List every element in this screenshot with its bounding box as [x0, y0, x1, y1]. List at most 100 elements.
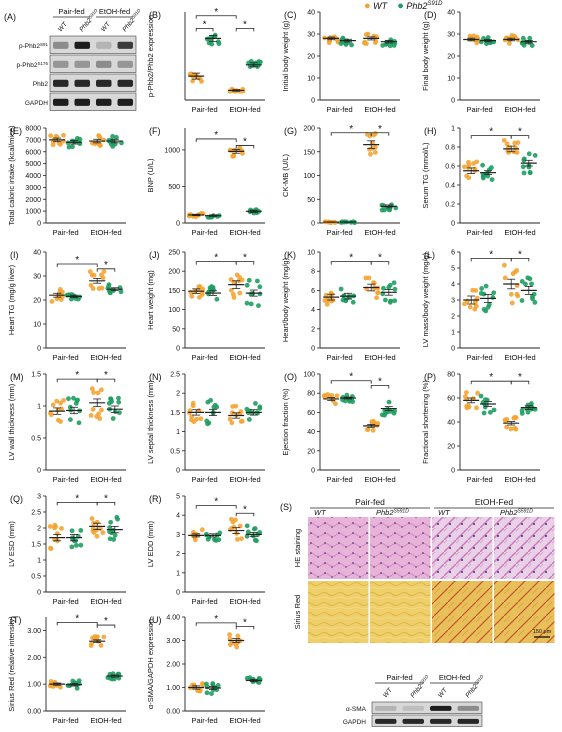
data-point [78, 528, 84, 533]
data-point [254, 538, 259, 544]
data-point [229, 420, 235, 426]
data-point [215, 39, 221, 45]
data-point [532, 152, 538, 158]
y-tick-label: 2 [451, 314, 455, 321]
data-point [89, 272, 95, 278]
data-point [230, 291, 236, 297]
histo-image [432, 581, 493, 643]
data-point [257, 405, 263, 411]
data-point [475, 390, 480, 396]
x-category-label: Pair-fed [191, 716, 217, 725]
y-tick-label: 0.00 [27, 709, 41, 716]
y-tick-label: 4 [451, 282, 455, 289]
significance-bracket [195, 27, 214, 32]
blot-band [74, 79, 90, 87]
data-point [204, 36, 210, 42]
data-point [237, 523, 243, 529]
blot-group-label: EtOH-fed [439, 673, 470, 682]
x-category-label: Pair-fed [52, 716, 78, 725]
data-point [532, 300, 538, 305]
data-point [322, 394, 327, 399]
blot-strip [371, 701, 483, 714]
significance-bracket [235, 145, 255, 149]
panel-label: (C) [284, 10, 297, 20]
data-point [89, 386, 95, 392]
chart-J: (J) 0 50 100 150 200 250 Heart weight (mg) Pair-… [146, 250, 265, 362]
data-point [52, 525, 57, 531]
data-point [369, 419, 375, 425]
data-point [481, 291, 487, 297]
data-point [482, 397, 488, 402]
significance-star: * [489, 127, 493, 138]
data-point [253, 401, 258, 406]
y-tick-label: 30 [447, 32, 455, 39]
chart-U: (U) 0.00 1.00 2.00 3.00 4.00 α-SMA/GAPDH expre… [146, 614, 265, 725]
significance-bracket [195, 138, 237, 142]
x-category-label: EtOH-fed [229, 105, 260, 114]
data-point [65, 140, 71, 146]
blot-band [74, 41, 90, 49]
x-category-label: EtOH-fed [364, 105, 395, 114]
panel-label: (H) [424, 126, 437, 136]
data-point [379, 412, 385, 418]
data-point [234, 536, 240, 542]
y-tick-label: 5 [451, 266, 455, 273]
y-tick-label: 60 [307, 410, 315, 417]
data-point [94, 634, 100, 640]
data-point [206, 420, 212, 426]
x-category-label: EtOH-fed [504, 105, 535, 114]
y-tick-label: 2 [37, 526, 41, 533]
data-point [521, 157, 527, 163]
data-point [95, 390, 101, 396]
data-point [94, 533, 100, 539]
data-point [367, 133, 373, 139]
chart-E: (E) 0 1000 2000 3000 4000 5000 6000 7000 8000 Tota… [7, 125, 126, 237]
y-axis-label: p-Phb2/Phb2 expression [146, 15, 155, 97]
significance-bracket [330, 380, 372, 384]
data-point [371, 280, 377, 286]
y-axis-label: CK-MB (U/L) [281, 154, 290, 197]
y-tick-label: 100 [303, 173, 315, 180]
significance-star: * [378, 124, 382, 135]
blot-lane-label: WT [57, 20, 70, 33]
y-tick-label: 60 [447, 396, 455, 403]
y-axis-label: Heart/body weight (mg/g) [281, 257, 290, 342]
y-tick-label: 250 [168, 250, 180, 257]
panel-label: (P) [424, 372, 436, 382]
y-tick-label: 40 [447, 10, 455, 17]
data-point [204, 531, 209, 537]
data-point [53, 133, 59, 139]
blot-band [96, 60, 112, 68]
y-tick-label: 80 [307, 391, 315, 398]
x-category-label: Pair-fed [326, 475, 352, 484]
blot-group-label: Pair-fed [386, 673, 412, 682]
y-tick-label: 1.00 [27, 682, 41, 689]
blot-lane-label: WT [382, 686, 395, 699]
data-point [228, 148, 234, 153]
significance-bracket [510, 380, 530, 385]
y-tick-label: 0 [37, 590, 41, 597]
data-point [244, 300, 250, 306]
data-point [474, 159, 480, 165]
data-point [375, 290, 381, 296]
significance-star: * [214, 7, 218, 18]
chart-B: (B)p-Phb2/Phb2 expression Pair-fed EtOH-fe… [146, 7, 265, 114]
data-point [99, 285, 105, 291]
x-category-label: EtOH-fed [229, 228, 260, 237]
chart-K: (K) 0 2 4 6 8 10 Heart/body weight (mg/g) Pair-f… [281, 250, 400, 362]
histo-row-label: HE staining [293, 529, 302, 567]
significance-bracket [56, 263, 98, 267]
significance-star: * [75, 255, 79, 266]
data-point [61, 132, 66, 138]
data-point [237, 274, 242, 280]
x-category-label: EtOH-fed [90, 597, 121, 606]
data-point [231, 152, 237, 158]
data-point [239, 536, 244, 542]
data-point [473, 303, 479, 309]
y-tick-label: 40 [307, 10, 315, 17]
data-point [466, 162, 472, 168]
data-point [245, 529, 251, 535]
histo-col-label: Phb2S591D [500, 508, 533, 517]
data-point [326, 40, 332, 46]
y-tick-label: 20 [33, 298, 41, 305]
